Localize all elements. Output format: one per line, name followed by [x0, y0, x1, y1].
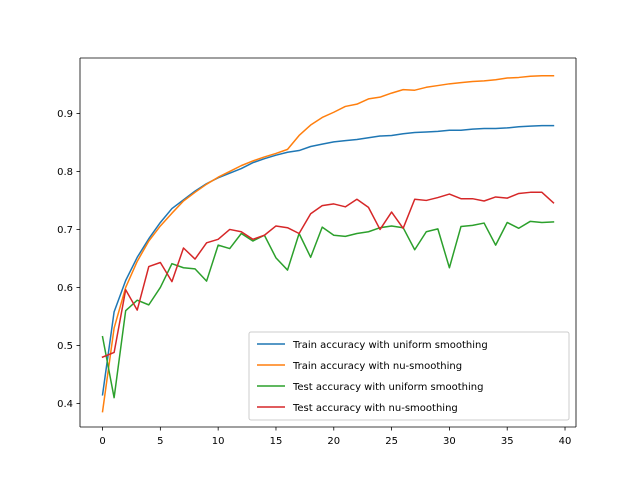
- x-tick-label: 40: [559, 436, 572, 447]
- y-tick-label: 0.9: [57, 109, 73, 120]
- legend-label-2: Train accuracy with nu-smoothing: [292, 361, 462, 372]
- x-tick-label: 35: [501, 436, 514, 447]
- ticks: 0 5 10 15 20 25 30 35 40 0.4 0.5 0.6 0.7 0.8 0.9: [57, 109, 571, 447]
- legend-box: [248, 331, 570, 421]
- x-tick-label: 0: [99, 436, 105, 447]
- y-tick-label: 0.8: [57, 167, 73, 178]
- x-tick-label: 25: [385, 436, 398, 447]
- x-tick-label: 30: [443, 436, 456, 447]
- legend-label-3: Test accuracy with uniform smoothing: [292, 382, 483, 393]
- series-line-1: [101, 124, 555, 396]
- y-tick-label: 0.5: [57, 341, 73, 352]
- x-tick-label: 15: [270, 436, 283, 447]
- series-line-4: [101, 191, 555, 359]
- y-tick-label: 0.7: [57, 225, 73, 236]
- y-tick-label: 0.4: [57, 399, 73, 410]
- legend-label-1: Train accuracy with uniform smoothing: [292, 340, 488, 351]
- x-tick-label: 10: [212, 436, 225, 447]
- y-tick-label: 0.6: [57, 283, 73, 294]
- axes: [79, 57, 577, 428]
- x-tick-label: 5: [157, 436, 163, 447]
- legend-label-4: Test accuracy with nu-smoothing: [292, 403, 458, 414]
- series-line-2: [101, 74, 555, 413]
- series-lines: [101, 74, 555, 413]
- x-tick-label: 20: [327, 436, 340, 447]
- legend: Train accuracy with uniform smoothing Tra…: [248, 331, 570, 421]
